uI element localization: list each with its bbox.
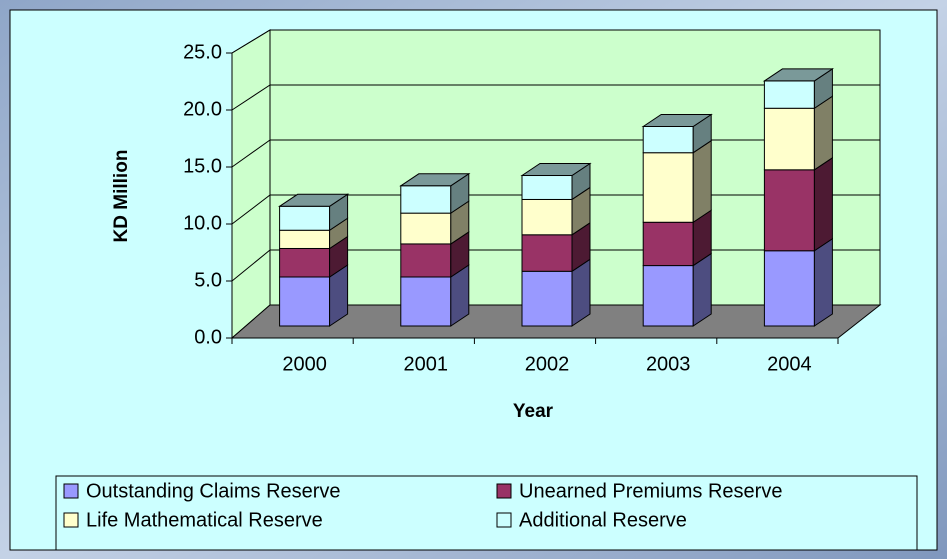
x-tick-label: 2001 <box>404 353 449 375</box>
y-tick-label: 15.0 <box>183 155 222 177</box>
bar-segment <box>400 276 452 327</box>
legend <box>55 475 918 551</box>
bar-segment <box>279 247 331 278</box>
bar-top <box>277 193 350 207</box>
legend-swatch <box>496 483 512 499</box>
bar-top <box>399 173 471 187</box>
bar-segment <box>642 152 694 223</box>
bar-segment <box>763 169 815 252</box>
bar-segment <box>521 234 573 272</box>
side-wall <box>231 29 271 340</box>
legend-swatch <box>496 512 512 528</box>
bar-segment <box>521 198 573 236</box>
bar-segment <box>279 229 331 249</box>
bar-side <box>813 237 833 327</box>
bar-top <box>641 114 713 127</box>
bar-segment <box>279 205 331 231</box>
bar-segment <box>279 276 331 327</box>
y-tick-label: 10.0 <box>183 212 222 234</box>
x-tick-label: 2000 <box>282 353 327 375</box>
bar-segment <box>763 250 815 327</box>
legend-swatch <box>63 512 79 528</box>
y-axis-title: KD Million <box>111 150 132 243</box>
bar-segment <box>400 185 452 214</box>
bar-side <box>692 139 712 224</box>
bar-segment <box>400 243 452 278</box>
x-tick-label: 2004 <box>767 353 812 375</box>
bar-side <box>813 156 833 252</box>
legend-label: Outstanding Claims Reserve <box>86 480 341 502</box>
bar-top <box>762 68 835 82</box>
legend-swatch <box>63 483 79 499</box>
bar-segment <box>642 221 694 267</box>
legend-label: Additional Reserve <box>519 509 687 531</box>
bar-side <box>692 252 712 327</box>
grid-line <box>231 84 880 111</box>
x-tick-label: 2003 <box>646 353 691 375</box>
grid-line <box>231 29 880 54</box>
x-tick-label: 2002 <box>525 353 570 375</box>
y-tick-label: 5.0 <box>194 269 222 291</box>
bar-top <box>520 163 592 177</box>
legend-label: Unearned Premiums Reserve <box>519 480 782 502</box>
bar-segment <box>642 126 694 154</box>
bar-segment <box>400 212 452 245</box>
y-tick-label: 25.0 <box>183 41 222 63</box>
bar-side <box>813 95 833 171</box>
bar-segment <box>521 175 573 200</box>
bar-segment <box>763 107 815 171</box>
bar-segment <box>763 80 815 109</box>
bar-segment <box>642 265 694 327</box>
bar-segment <box>521 270 573 327</box>
y-tick-label: 20.0 <box>183 98 222 120</box>
y-tick-label: 0.0 <box>194 326 222 348</box>
legend-label: Life Mathematical Reserve <box>86 509 323 531</box>
x-axis-title: Year <box>513 401 554 422</box>
